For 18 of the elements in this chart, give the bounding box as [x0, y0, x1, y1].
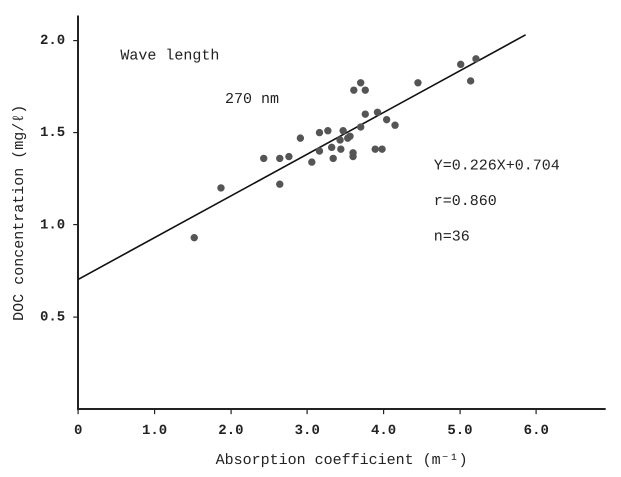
- x-tick-label: 2.0: [218, 423, 244, 440]
- annotation: Wave length: [120, 48, 220, 65]
- y-tick-label: 0.5: [40, 310, 66, 326]
- x-tick-label: 1.0: [142, 423, 168, 440]
- y-tick-label: 2.0: [40, 32, 66, 49]
- y-tick-label: 1.0: [40, 217, 66, 234]
- y-axis-title: DOC concentration (mg/ℓ): [10, 104, 28, 321]
- annotation: Y=0.226X+0.704: [434, 158, 560, 175]
- x-axis-title: Absorption coefficient (m⁻¹): [216, 452, 468, 469]
- x-tick-label: 3.0: [294, 423, 320, 440]
- y-tick-label: 1.5: [40, 125, 66, 142]
- x-tick-label: 4.0: [370, 423, 396, 440]
- x-tick-label: 5.0: [447, 423, 473, 440]
- annotation: 270 nm: [225, 90, 280, 108]
- annotation: n=36: [434, 228, 470, 246]
- x-tick-label: 0: [74, 423, 82, 440]
- annotation: r=0.860: [434, 192, 497, 210]
- x-tick-label: 6.0: [524, 423, 549, 440]
